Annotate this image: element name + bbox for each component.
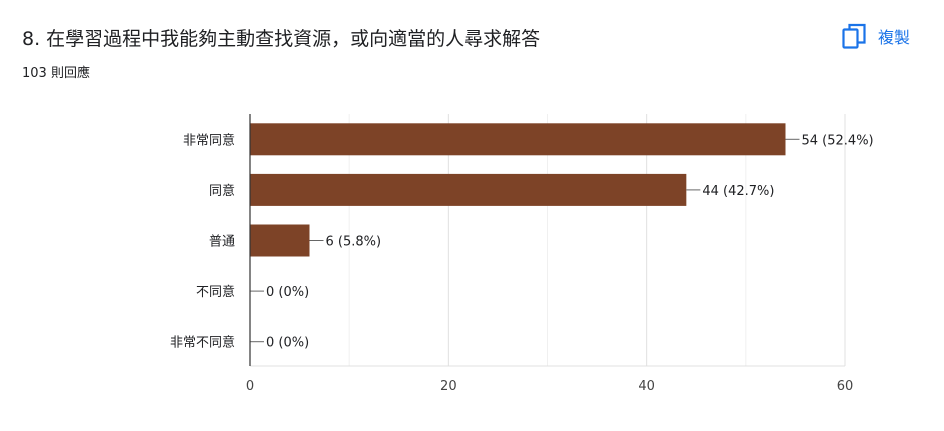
chart-header: 8. 在學習過程中我能夠主動查找資源，或向適當的人尋求解答 103 則回應 複製 <box>0 0 944 90</box>
copy-button[interactable]: 複製 <box>842 22 910 50</box>
bar-chart: 非常同意 54 (52.4%) 同意 44 (42.7%) 普通 6 (5.8%) 不同意 0… <box>170 114 874 394</box>
category-label: 普通 <box>209 235 235 250</box>
x-tick-label: 40 <box>638 379 655 394</box>
data-label: 0 (0%) <box>266 336 309 351</box>
copy-icon[interactable] <box>842 23 866 49</box>
category-label: 同意 <box>209 183 235 199</box>
data-label: 6 (5.8%) <box>326 235 382 250</box>
question-title: 8. 在學習過程中我能夠主動查找資源，或向適當的人尋求解答 <box>22 28 541 50</box>
category-label: 不同意 <box>196 284 235 300</box>
x-tick-label: 0 <box>246 379 254 394</box>
data-label: 0 (0%) <box>266 285 309 300</box>
data-label: 44 (42.7%) <box>702 184 774 199</box>
copy-label: 複製 <box>878 28 911 47</box>
category-label: 非常不同意 <box>170 335 235 351</box>
data-label: 54 (52.4%) <box>802 133 874 148</box>
response-count: 103 則回應 <box>22 66 90 81</box>
bar <box>250 224 310 257</box>
x-tick-label: 20 <box>440 379 457 394</box>
x-tick-label: 60 <box>837 379 854 394</box>
category-label: 非常同意 <box>183 132 235 148</box>
bar <box>250 173 687 206</box>
bar <box>250 123 786 156</box>
